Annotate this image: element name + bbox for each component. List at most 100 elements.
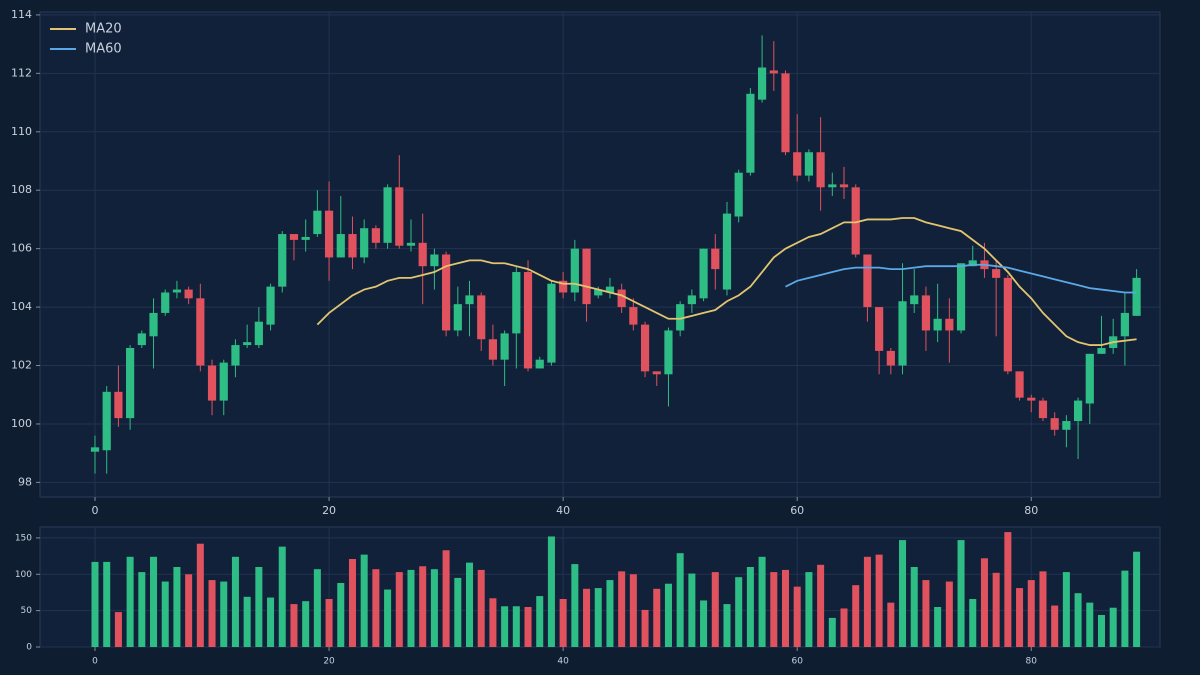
volume-bar xyxy=(1051,605,1059,647)
volume-bar xyxy=(863,556,871,647)
price-panel xyxy=(39,11,1161,498)
volume-bar xyxy=(700,600,708,647)
y-tick-label: 102 xyxy=(11,359,32,372)
volume-bar xyxy=(138,572,146,647)
volume-bar xyxy=(360,554,368,647)
candle-body xyxy=(910,295,919,305)
volume-bar xyxy=(664,583,672,647)
candle-body xyxy=(196,298,205,366)
volume-bar xyxy=(723,604,731,647)
volume-bar xyxy=(348,559,356,647)
y-tick-label: 110 xyxy=(11,125,32,138)
volume-bar xyxy=(910,567,918,647)
candle-body xyxy=(863,254,872,308)
volume-bar xyxy=(828,617,836,647)
volume-bar xyxy=(746,567,754,647)
volume-bar xyxy=(395,572,403,647)
candle-body xyxy=(769,70,778,74)
y-tick-label: 98 xyxy=(18,475,32,488)
volume-bar xyxy=(969,599,977,647)
volume-bar xyxy=(536,596,544,647)
volume-bar xyxy=(1121,570,1129,647)
volume-bar xyxy=(372,569,380,647)
candle-body xyxy=(793,152,802,176)
volume-bar xyxy=(407,569,415,647)
candle-body xyxy=(570,248,579,293)
candle-body xyxy=(465,295,474,305)
candle-body xyxy=(289,234,299,240)
volume-bar xyxy=(758,556,766,647)
volume-bar xyxy=(114,612,122,647)
candle-body xyxy=(945,318,954,331)
candle-body xyxy=(886,350,895,366)
volume-bar xyxy=(852,585,860,647)
volume-bar xyxy=(196,543,204,647)
volume-bar xyxy=(641,609,649,647)
candle-body xyxy=(582,248,591,305)
candle-body xyxy=(207,365,217,401)
y-tick-label: 100 xyxy=(15,570,32,580)
volume-bar xyxy=(735,577,743,647)
volume-bar xyxy=(1109,607,1117,647)
volume-bar xyxy=(1133,551,1141,647)
volume-bar xyxy=(1062,572,1070,647)
y-tick-label: 108 xyxy=(11,183,32,196)
x-tick-label: 80 xyxy=(1024,504,1038,517)
candle-body xyxy=(523,272,533,369)
candle-body xyxy=(395,187,404,246)
candle-body xyxy=(781,73,790,153)
candle-body xyxy=(278,234,287,287)
candle-body xyxy=(839,184,849,188)
volume-bar xyxy=(185,574,193,647)
candle-body xyxy=(243,342,252,346)
candle-body xyxy=(102,391,111,451)
volume-bar xyxy=(606,580,614,647)
candle-body xyxy=(383,187,392,243)
y-tick-label: 114 xyxy=(11,8,32,21)
candle-body xyxy=(254,321,263,346)
candle-body xyxy=(734,172,743,217)
candle-body xyxy=(114,391,123,419)
candle-body xyxy=(933,318,942,331)
volume-bar xyxy=(805,572,813,647)
candle-body xyxy=(1132,277,1141,316)
volume-bar xyxy=(1097,615,1105,647)
volume-bar xyxy=(629,574,637,647)
candle-body xyxy=(1085,353,1094,404)
candle-body xyxy=(1120,312,1129,337)
volume-bar xyxy=(875,554,883,647)
candle-body xyxy=(418,242,427,267)
candle-body xyxy=(746,93,755,173)
candle-body xyxy=(430,254,439,267)
volume-bar xyxy=(267,597,275,647)
candle-body xyxy=(1073,400,1083,422)
volume-bar xyxy=(454,577,462,647)
candle-body xyxy=(336,234,345,258)
volume-bar xyxy=(1039,571,1047,647)
volume-bar xyxy=(442,550,450,647)
candle-body xyxy=(652,371,661,375)
candle-body xyxy=(184,289,193,299)
candle-body xyxy=(1050,418,1059,430)
candle-body xyxy=(828,184,837,188)
candle-body xyxy=(1038,400,1048,419)
y-tick-label: 112 xyxy=(11,66,32,79)
candle-body xyxy=(1003,277,1012,372)
candle-body xyxy=(348,234,357,258)
volume-bar xyxy=(103,561,111,647)
candle-body xyxy=(722,213,732,290)
candle-body xyxy=(559,280,568,293)
volume-bar xyxy=(618,571,626,647)
y-tick-label: 0 xyxy=(26,643,32,653)
volume-bar xyxy=(547,536,555,647)
candle-body xyxy=(851,187,860,255)
candle-body xyxy=(477,295,486,340)
candle-body xyxy=(804,152,813,176)
x-tick-label: 0 xyxy=(92,504,99,517)
volume-bar xyxy=(688,573,696,647)
y-tick-label: 150 xyxy=(15,533,32,543)
candle-body xyxy=(512,272,521,334)
x-tick-label: 80 xyxy=(1026,657,1038,667)
candle-body xyxy=(921,295,931,331)
